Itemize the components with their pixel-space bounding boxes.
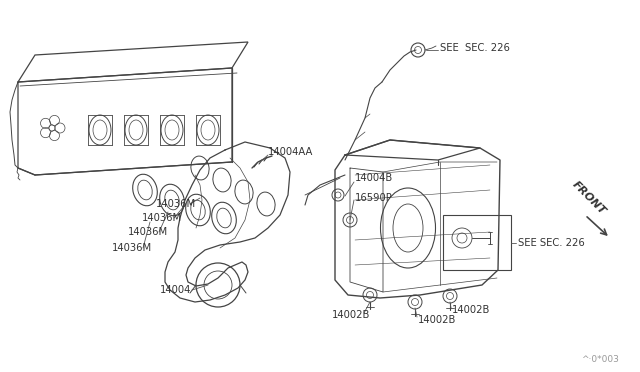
Text: 14002B: 14002B bbox=[452, 305, 490, 315]
Text: 14036M: 14036M bbox=[142, 213, 182, 223]
Text: 14004: 14004 bbox=[160, 285, 191, 295]
Bar bbox=[443, 215, 511, 270]
Text: FRONT: FRONT bbox=[570, 179, 607, 217]
Text: 14002B: 14002B bbox=[332, 310, 371, 320]
Text: 14004B: 14004B bbox=[355, 173, 393, 183]
Text: SEE  SEC. 226: SEE SEC. 226 bbox=[440, 43, 510, 53]
Text: 14004AA: 14004AA bbox=[268, 147, 314, 157]
Text: 14036M: 14036M bbox=[112, 243, 152, 253]
Text: 14002B: 14002B bbox=[418, 315, 456, 325]
Text: 14036M: 14036M bbox=[128, 227, 168, 237]
Text: SEE SEC. 226: SEE SEC. 226 bbox=[518, 238, 585, 248]
Text: 16590P: 16590P bbox=[355, 193, 393, 203]
Text: 14036M: 14036M bbox=[156, 199, 196, 209]
Text: ^·0*003: ^·0*003 bbox=[581, 355, 619, 364]
